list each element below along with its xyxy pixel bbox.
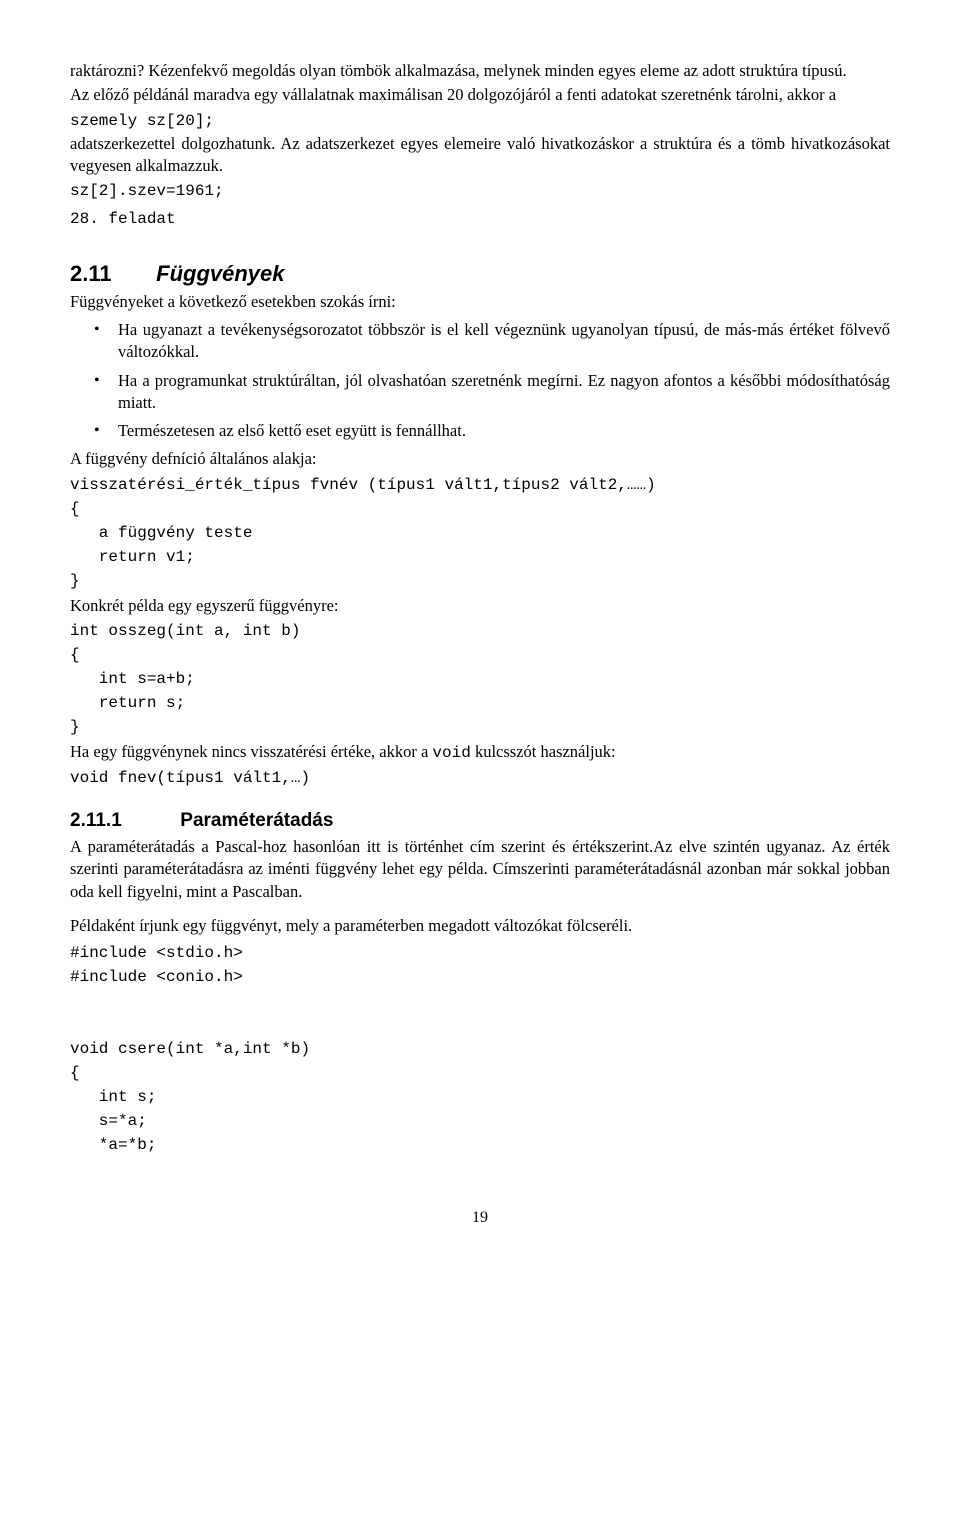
void-keyword: void: [432, 744, 470, 762]
page-number: 19: [70, 1207, 890, 1229]
sec211-void-lead: Ha egy függvénynek nincs visszatérési ér…: [70, 741, 890, 765]
code-csere: #include <stdio.h> #include <conio.h> vo…: [70, 941, 890, 1157]
intro-para-1: raktározni? Kézenfekvő megoldás olyan tö…: [70, 60, 890, 82]
code-osszeg: int osszeg(int a, int b) { int s=a+b; re…: [70, 619, 890, 739]
heading-2-11-title: Függvények: [156, 261, 284, 286]
sec211-example-lead: Konkrét példa egy egyszerű függvényre:: [70, 595, 890, 617]
heading-2-11-num: 2.11: [70, 259, 150, 289]
void-lead-b: kulcsszót használjuk:: [471, 742, 616, 761]
heading-2-11-1: 2.11.1 Paraméterátadás: [70, 808, 890, 834]
sec211-defline: A függvény defníció általános alakja:: [70, 448, 890, 470]
code-sz2: sz[2].szev=1961;: [70, 179, 890, 203]
sec211-bullet-2: Ha a programunkat struktúráltan, jól olv…: [118, 370, 890, 415]
task-28: 28. feladat: [70, 207, 890, 231]
code-szemely: szemely sz[20];: [70, 109, 890, 133]
intro-para-3: adatszerkezettel dolgozhatunk. Az adatsz…: [70, 133, 890, 178]
sec2111-p1: A paraméterátadás a Pascal-hoz hasonlóan…: [70, 836, 890, 903]
intro-para-2: Az előző példánál maradva egy vállalatna…: [70, 84, 890, 106]
sec211-bullet-1: Ha ugyanazt a tevékenységsorozatot többs…: [118, 319, 890, 364]
code-void: void fnev(típus1 vált1,…): [70, 766, 890, 790]
heading-2-11: 2.11 Függvények: [70, 259, 890, 289]
heading-2-11-1-title: Paraméterátadás: [180, 810, 333, 831]
sec211-bullets: Ha ugyanazt a tevékenységsorozatot többs…: [70, 319, 890, 442]
void-lead-a: Ha egy függvénynek nincs visszatérési ér…: [70, 742, 432, 761]
heading-2-11-1-num: 2.11.1: [70, 808, 175, 834]
sec211-lead: Függvényeket a következő esetekben szoká…: [70, 291, 890, 313]
code-def: visszatérési_érték_típus fvnév (típus1 v…: [70, 473, 890, 593]
sec211-bullet-3: Természetesen az első kettő eset együtt …: [118, 420, 890, 442]
sec2111-p2: Példaként írjunk egy függvényt, mely a p…: [70, 915, 890, 937]
